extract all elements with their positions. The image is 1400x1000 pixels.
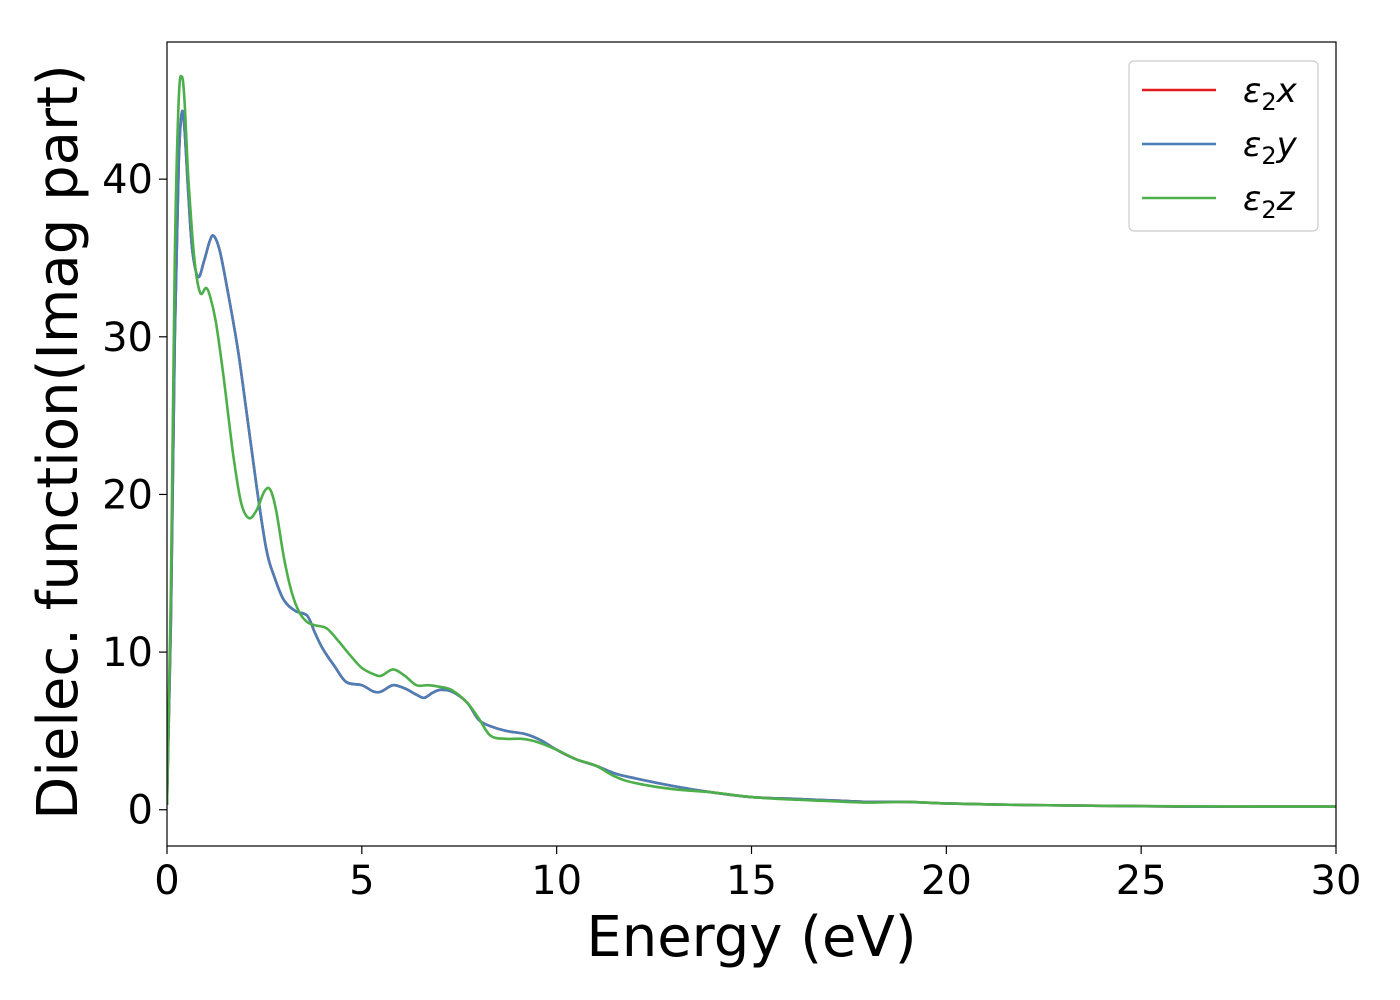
x-tick-label: 5 <box>349 858 374 904</box>
legend-label-y: ε2y <box>1243 125 1298 170</box>
x-tick-label: 15 <box>726 858 777 904</box>
legend: ε2x ε2y ε2z <box>1128 60 1319 232</box>
x-axis-title: Energy (eV) <box>586 905 916 970</box>
series-line-z <box>167 74 1336 808</box>
x-tick-label: 10 <box>531 858 582 904</box>
y-tick-label: 30 <box>102 315 153 361</box>
y-axis-title: Dielec. function(Imag part) <box>26 64 91 820</box>
y-tick-label: 40 <box>102 157 153 203</box>
series-lines <box>167 74 1336 808</box>
y-tick-label: 0 <box>128 788 153 834</box>
x-tick-label: 0 <box>154 858 179 904</box>
legend-label-x: ε2x <box>1243 71 1298 116</box>
x-tick-label: 25 <box>1116 858 1167 904</box>
legend-box <box>1128 60 1319 232</box>
y-tick-label: 10 <box>102 630 153 676</box>
y-tick-label: 20 <box>102 472 153 518</box>
x-tick-label: 30 <box>1311 858 1362 904</box>
x-axis-ticks: 0 5 10 15 20 25 30 <box>154 846 1361 904</box>
legend-label-z: ε2z <box>1243 179 1296 224</box>
y-axis-ticks: 0 10 20 30 40 <box>102 157 167 834</box>
x-tick-label: 20 <box>921 858 972 904</box>
